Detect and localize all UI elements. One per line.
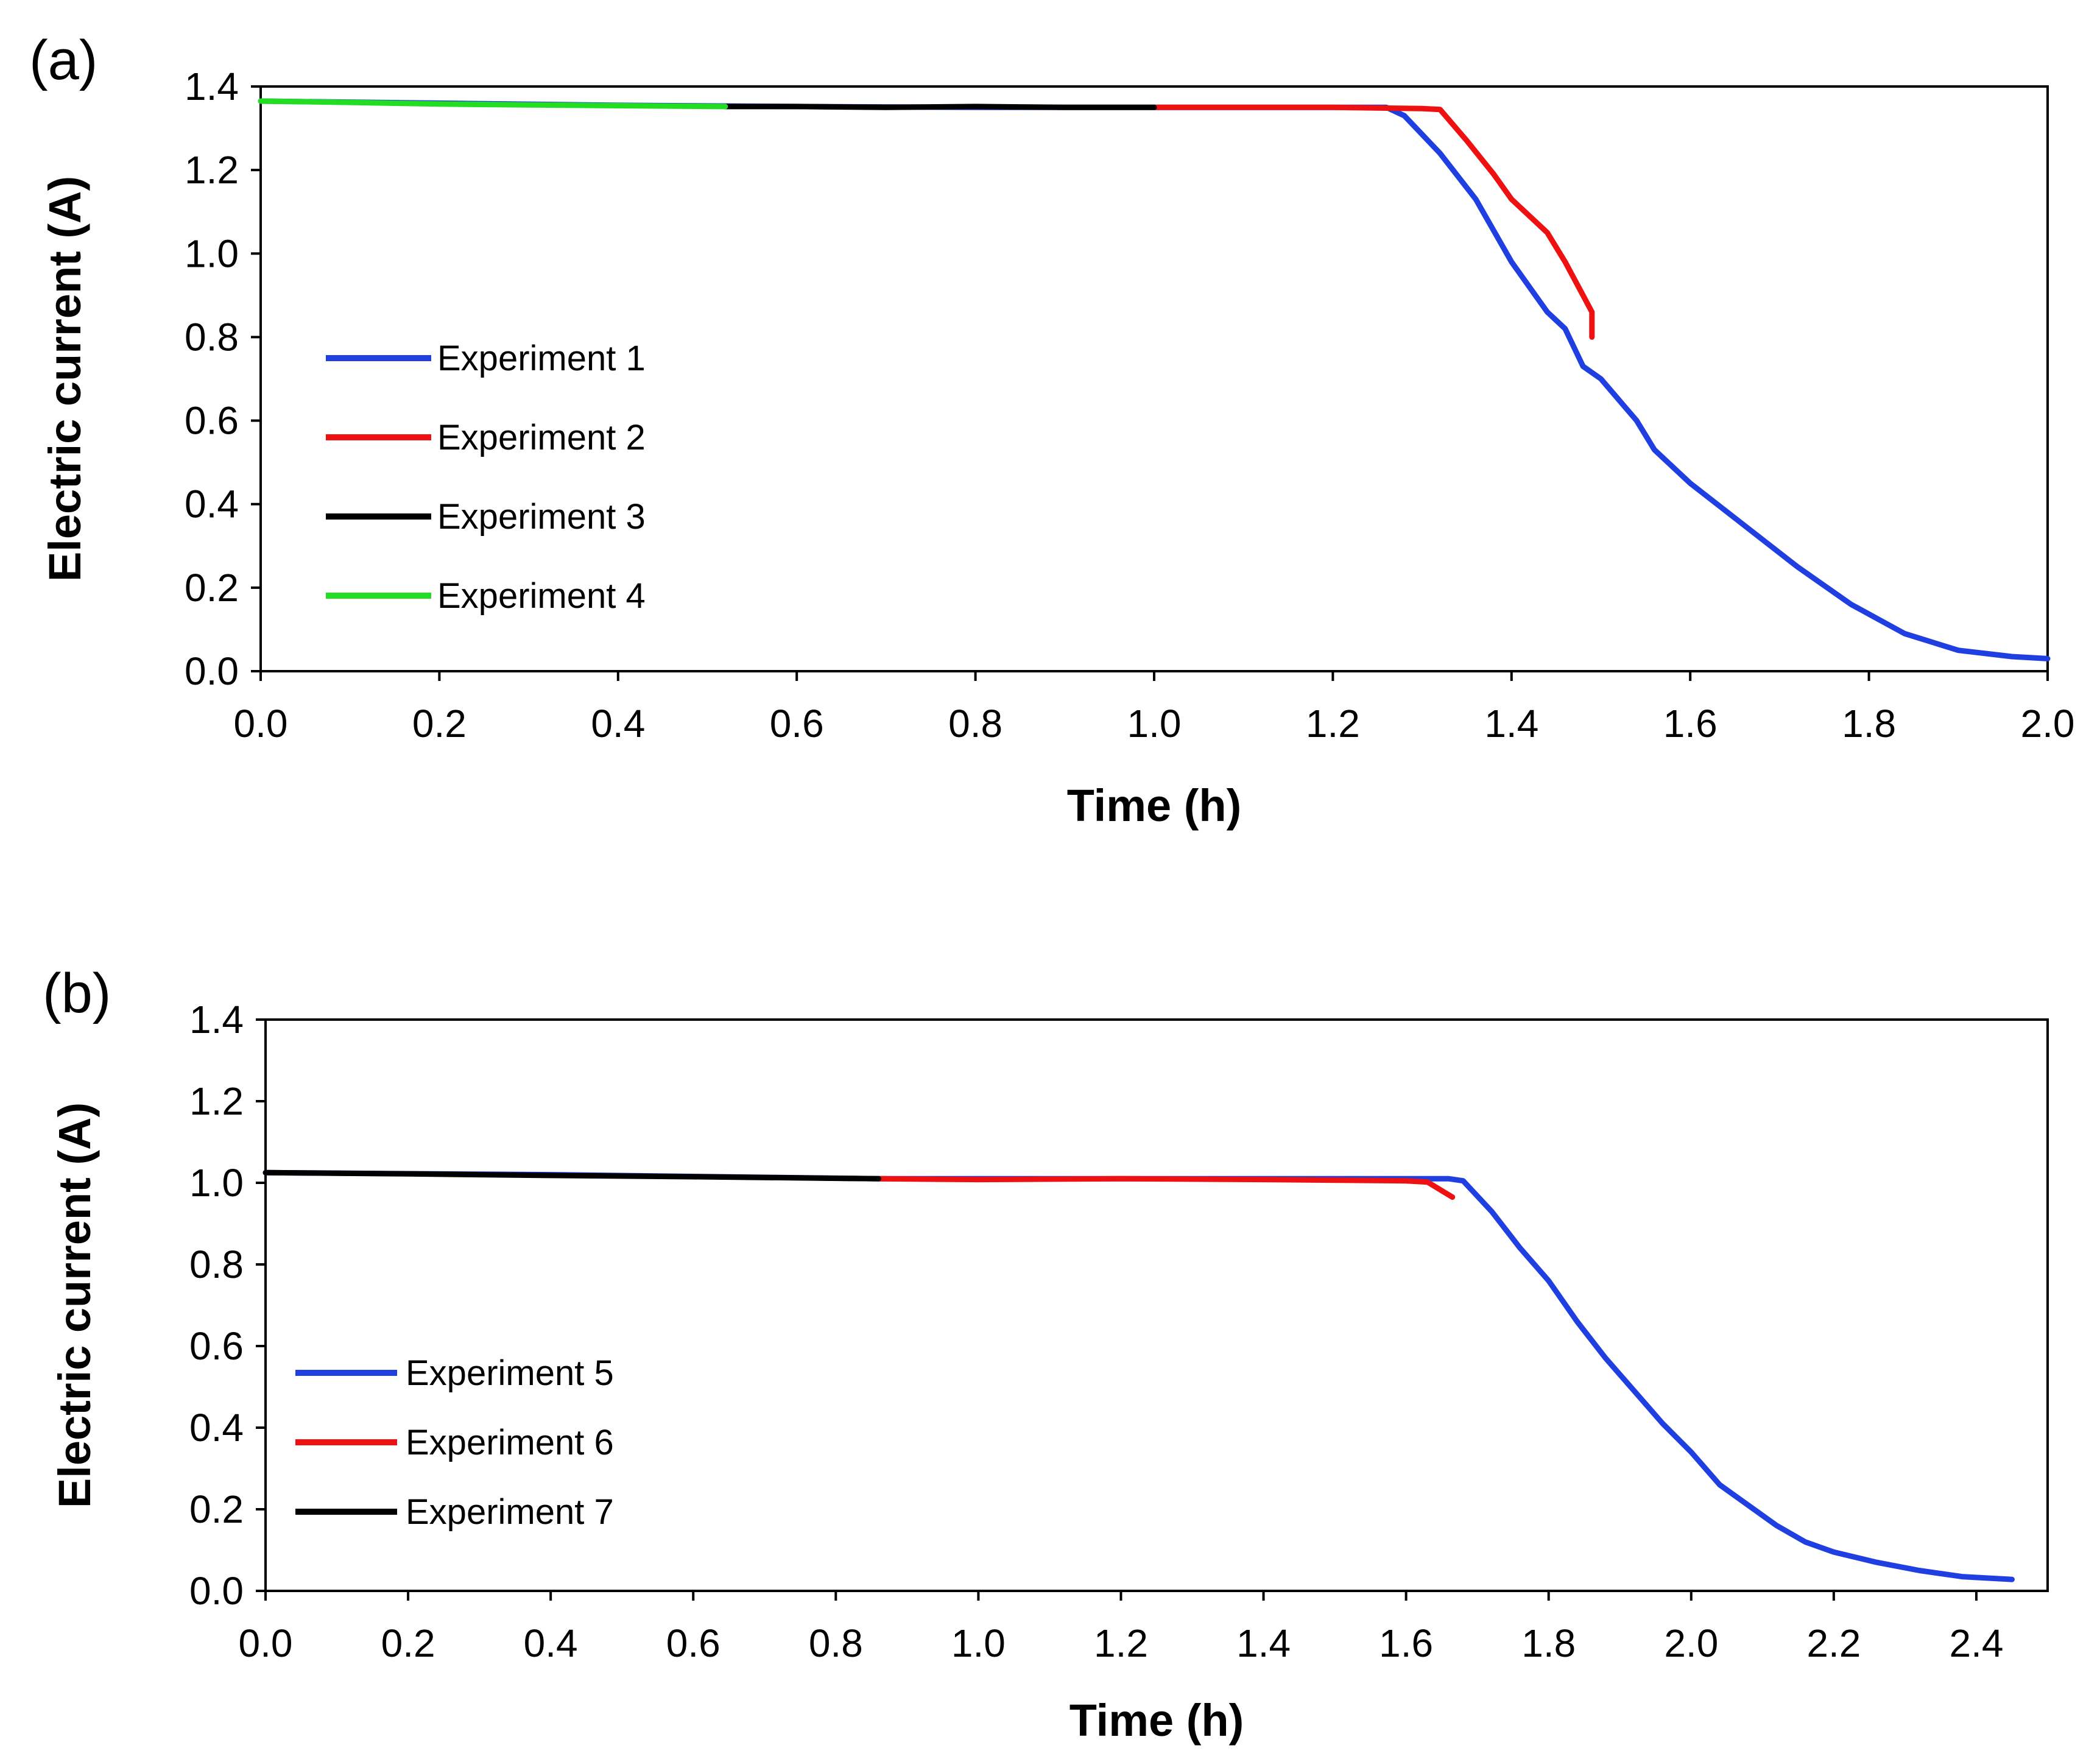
- panel-b-x-tick-label: 1.0: [951, 1621, 1006, 1665]
- panel-a-x-tick-label: 1.6: [1663, 702, 1718, 746]
- panel-a-legend-label: Experiment 1: [437, 339, 646, 378]
- panel-b-x-tick-label: 1.6: [1379, 1621, 1433, 1665]
- panel-b-x-tick-label: 0.8: [809, 1621, 863, 1665]
- panel-b-label: (b): [43, 962, 111, 1024]
- panel-b-x-axis-title: Time (h): [1069, 1695, 1244, 1746]
- panel-a-y-tick-label: 1.4: [185, 65, 239, 108]
- panel-b-y-tick-label: 1.4: [189, 998, 244, 1042]
- panel-a-x-tick-label: 2.0: [2021, 702, 2075, 746]
- panel-a-series-line-experiment-1: [258, 98, 2051, 661]
- panel-a-series-line-experiment-4: [258, 98, 728, 110]
- panel-b-x-tick-label: 0.2: [381, 1621, 435, 1665]
- panel-a-label: (a): [29, 29, 97, 91]
- panel-a-y-tick-label: 0.0: [185, 649, 239, 693]
- panel-b-y-tick-label: 0.8: [189, 1243, 244, 1286]
- panel-a-x-tick-label: 1.4: [1484, 702, 1538, 746]
- panel-b-legend-label: Experiment 6: [406, 1423, 614, 1462]
- panel-a-x-tick-label: 0.8: [948, 702, 1002, 746]
- panel-a-y-tick-label: 0.6: [185, 399, 239, 443]
- panel-b-series-line-experiment-7: [262, 1169, 881, 1182]
- panel-b-y-tick-label: 0.2: [189, 1487, 244, 1531]
- panel-b-x-tick-label: 1.8: [1521, 1621, 1576, 1665]
- panel-b-legend-label: Experiment 7: [406, 1492, 614, 1532]
- panel-a-y-tick-label: 1.2: [185, 148, 239, 192]
- panel-a-x-tick-label: 0.2: [412, 702, 467, 746]
- panel-b-y-tick-label: 1.2: [189, 1079, 244, 1123]
- panel-b-y-tick-label: 1.0: [189, 1161, 244, 1205]
- panel-a-series-line-experiment-2: [1151, 104, 1595, 340]
- panel-a-x-tick-label: 1.2: [1306, 702, 1360, 746]
- panel-b-y-tick-label: 0.4: [189, 1406, 244, 1450]
- panel-b-x-tick-label: 1.2: [1094, 1621, 1148, 1665]
- panel-b-x-tick-label: 0.4: [524, 1621, 578, 1665]
- panel-a-x-tick-label: 0.4: [591, 702, 645, 746]
- panel-b-x-tick-label: 0.6: [666, 1621, 721, 1665]
- panel-b-x-tick-label: 0.0: [239, 1621, 293, 1665]
- panel-a-legend-label: Experiment 3: [437, 497, 646, 537]
- panel-b-y-tick-label: 0.0: [189, 1569, 244, 1613]
- panel-a-legend-label: Experiment 4: [437, 576, 646, 616]
- panel-b-x-tick-label: 1.4: [1236, 1621, 1291, 1665]
- panel-b-x-tick-label: 2.2: [1806, 1621, 1861, 1665]
- panel-a-x-tick-label: 1.0: [1127, 702, 1182, 746]
- panel-b-x-tick-label: 2.4: [1949, 1621, 2003, 1665]
- panel-b-x-tick-label: 2.0: [1664, 1621, 1718, 1665]
- panel-a-y-tick-label: 0.4: [185, 482, 239, 526]
- panel-b-y-tick-label: 0.6: [189, 1324, 244, 1368]
- panel-b-y-axis-title: Electric current (A): [49, 1102, 100, 1508]
- panel-a-x-tick-label: 0.0: [234, 702, 288, 746]
- panel-a-legend-label: Experiment 2: [437, 418, 646, 457]
- panel-a-y-axis-title: Electric current (A): [40, 176, 90, 582]
- panel-b-legend-label: Experiment 5: [406, 1353, 614, 1393]
- panel-a-y-tick-label: 1.0: [185, 231, 239, 275]
- panel-b-plot-frame: [264, 1018, 2049, 1592]
- panel-b-series-line-experiment-6: [876, 1176, 1456, 1200]
- panel-a-y-tick-label: 0.2: [185, 566, 239, 610]
- panel-a-x-axis-title: Time (h): [1067, 780, 1241, 831]
- panel-a-y-tick-label: 0.8: [185, 315, 239, 359]
- panel-a-x-tick-label: 1.8: [1842, 702, 1896, 746]
- panel-a-x-tick-label: 0.6: [770, 702, 824, 746]
